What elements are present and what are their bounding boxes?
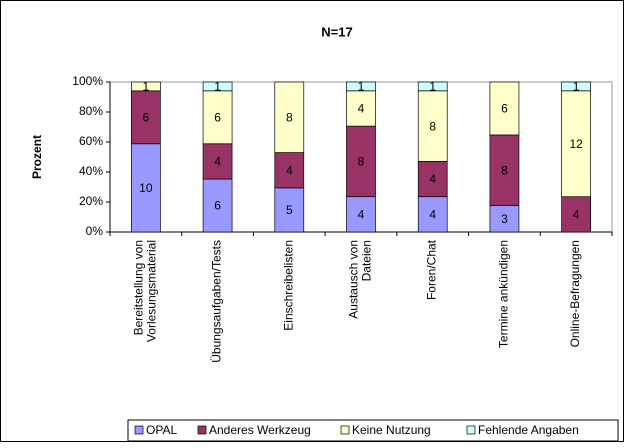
- bar-segment: [202, 81, 233, 92]
- bar-segment: [131, 81, 161, 92]
- legend-label: OPAL: [146, 423, 177, 437]
- data-label: 3: [501, 212, 508, 226]
- bar-segment: [274, 187, 305, 233]
- bar-segment: [346, 196, 376, 233]
- data-label: 4: [358, 208, 365, 222]
- legend-box: [127, 419, 619, 442]
- bar-segment: [131, 90, 161, 145]
- data-label: 6: [143, 110, 150, 124]
- legend-swatch: [134, 425, 144, 435]
- legend-swatch: [340, 425, 350, 435]
- data-label: 8: [286, 110, 293, 124]
- y-tick-label: 0%: [86, 224, 104, 238]
- data-label: 1: [143, 80, 150, 94]
- data-label: 12: [569, 137, 583, 151]
- bar-segment: [489, 81, 520, 136]
- bar-segment: [202, 90, 233, 145]
- data-label: 4: [286, 163, 293, 177]
- x-tick-label: Einschreibelisten: [281, 240, 295, 331]
- bar-segment: [489, 134, 520, 206]
- data-label: 5: [286, 203, 293, 217]
- data-label: 4: [214, 155, 221, 169]
- data-label: 10: [139, 181, 153, 195]
- data-label: 1: [573, 80, 580, 94]
- bar-segment: [561, 90, 591, 198]
- x-tick-label: Übungsaufgaben/Tests: [210, 240, 224, 363]
- data-label: 8: [429, 119, 436, 133]
- x-tick-label: Austausch vonDateien: [347, 240, 374, 319]
- y-tick-label: 100%: [72, 74, 103, 88]
- bar-segment: [417, 81, 448, 92]
- bar-segment: [346, 81, 376, 92]
- y-axis-label: Prozent: [30, 135, 44, 179]
- data-label: 6: [501, 102, 508, 116]
- bar-segment: [346, 90, 376, 127]
- bar-segment: [417, 161, 448, 198]
- bar-segment: [417, 196, 448, 233]
- bar-segment: [561, 81, 591, 92]
- bar-segment: [417, 90, 448, 162]
- data-label: 4: [429, 172, 436, 186]
- data-label: 8: [501, 163, 508, 177]
- legend-label: Fehlende Angaben: [478, 423, 579, 437]
- bar-segment: [346, 125, 376, 198]
- bar-segment: [561, 196, 591, 233]
- data-label: 4: [573, 208, 580, 222]
- x-tick-label: Bereitstellung vonVorlesungsmaterial: [132, 240, 159, 342]
- bar-segment: [274, 81, 305, 153]
- x-tick-label: Termine ankündigen: [497, 240, 511, 348]
- data-label: 1: [429, 80, 436, 94]
- data-label: 6: [214, 110, 221, 124]
- data-label: 1: [358, 80, 365, 94]
- x-tick-label: Online-Befragungen: [568, 240, 582, 347]
- bar-segment: [202, 178, 233, 233]
- data-label: 1: [214, 80, 221, 94]
- data-label: 6: [214, 199, 221, 213]
- data-label: 8: [358, 155, 365, 169]
- chart-title: N=17: [321, 24, 352, 39]
- y-tick-label: 80%: [79, 104, 103, 118]
- bar-segment: [202, 143, 233, 180]
- y-tick-label: 60%: [79, 134, 103, 148]
- legend-swatch: [197, 425, 207, 435]
- bar-segment: [131, 143, 161, 233]
- legend-label: Keine Nutzung: [352, 423, 431, 437]
- legend-label: Anderes Werkzeug: [209, 423, 311, 437]
- x-tick-label: Foren/Chat: [425, 239, 439, 300]
- y-tick-label: 40%: [79, 164, 103, 178]
- y-tick-label: 20%: [79, 194, 103, 208]
- legend-swatch: [466, 425, 476, 435]
- data-label: 4: [358, 102, 365, 116]
- data-label: 4: [429, 208, 436, 222]
